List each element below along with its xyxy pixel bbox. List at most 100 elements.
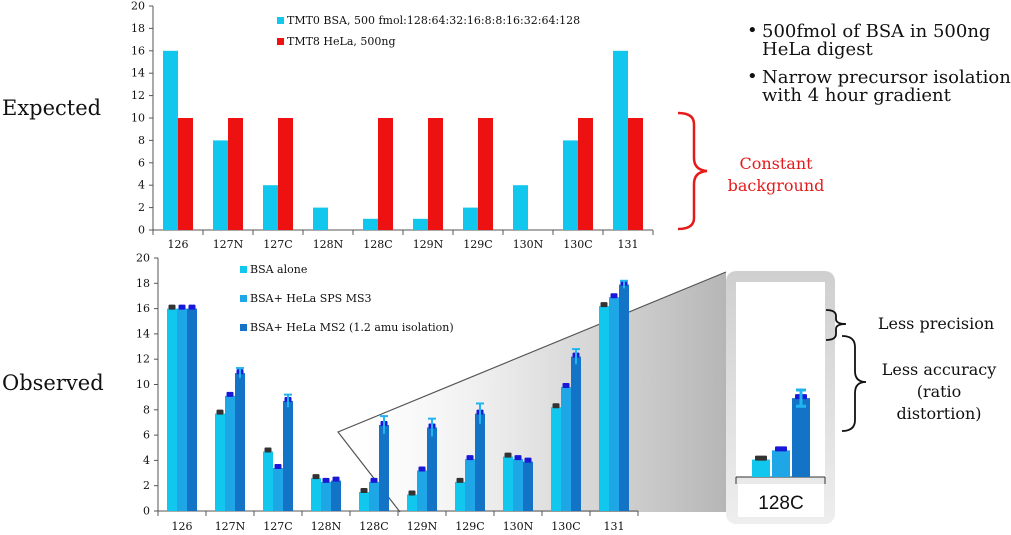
y-tick-label: 14: [131, 67, 145, 80]
bar: [331, 480, 341, 511]
legend-label: BSA alone: [250, 263, 307, 276]
bar: [578, 118, 593, 230]
bar: [465, 459, 475, 511]
y-tick-label: 18: [131, 22, 145, 35]
bar-cap: [466, 455, 474, 461]
legend-label: BSA+ HeLa MS2 (1.2 amu isolation): [250, 321, 454, 334]
bar-cap: [418, 466, 426, 472]
bullet-list: • 500fmol of BSA in 500ng HeLa digest • …: [747, 20, 1011, 106]
less-accuracy-label-line1: Less accuracy: [882, 360, 997, 379]
inset-bar-cap: [755, 455, 767, 461]
bar: [228, 118, 243, 230]
legend-swatch: [277, 17, 284, 24]
bar-cap: [332, 476, 340, 482]
less-precision-label: Less precision: [878, 314, 994, 333]
bar: [563, 140, 578, 230]
bar: [503, 456, 513, 511]
bar-cap: [216, 409, 224, 415]
less-precision-brace: [825, 309, 847, 341]
x-tick-label: 130N: [513, 238, 544, 251]
legend-swatch: [240, 266, 247, 273]
bar: [167, 308, 177, 511]
bar: [313, 207, 328, 230]
bullet-1-line2: HeLa digest: [762, 39, 873, 60]
bar-cap: [514, 455, 522, 461]
inset-label-box: [738, 484, 824, 517]
y-tick-label: 2: [138, 201, 145, 214]
inset-128C-zoom: 128C: [726, 271, 835, 524]
bar-cap: [322, 477, 330, 483]
bar: [475, 413, 485, 511]
bar: [571, 356, 581, 511]
inset-plot-area: [736, 282, 825, 477]
bar-cap: [274, 463, 282, 469]
bar: [378, 118, 393, 230]
bullet-dot: •: [747, 66, 758, 87]
bar-cap: [552, 403, 560, 409]
x-tick-label: 129N: [407, 520, 438, 533]
bar: [363, 218, 378, 230]
bar-cap: [226, 391, 234, 397]
y-tick-label: 12: [136, 353, 150, 366]
constant-background-label-line2: background: [728, 176, 825, 195]
y-tick-label: 0: [138, 224, 145, 237]
bar: [263, 451, 273, 511]
inset-bar: [792, 398, 810, 477]
bar: [278, 118, 293, 230]
x-tick-label: 126: [168, 238, 189, 251]
bar-cap: [562, 383, 570, 389]
x-tick-label: 127C: [263, 238, 292, 251]
x-tick-label: 127N: [215, 520, 246, 533]
bar: [513, 185, 528, 230]
x-tick-label: 127C: [263, 520, 292, 533]
y-tick-label: 4: [138, 179, 145, 192]
inset-bar-cap: [775, 446, 787, 452]
bullet-2-line2: with 4 hour gradient: [762, 85, 952, 106]
bar: [427, 427, 437, 511]
x-tick-label: 128N: [313, 238, 344, 251]
x-tick-label: 130C: [551, 520, 580, 533]
bar-cap: [168, 304, 176, 310]
bar: [599, 306, 609, 511]
y-tick-label: 20: [131, 0, 145, 13]
x-tick-label: 131: [618, 238, 639, 251]
bar: [455, 481, 465, 511]
bar-cap: [524, 457, 532, 463]
y-tick-label: 10: [131, 112, 145, 125]
bar: [369, 481, 379, 511]
bar-cap: [312, 474, 320, 480]
legend-label: TMT8 HeLa, 500ng: [287, 35, 396, 48]
bar: [215, 413, 225, 511]
x-tick-label: 128C: [359, 520, 388, 533]
x-tick-label: 131: [604, 520, 625, 533]
legend-swatch: [277, 38, 284, 45]
bar: [417, 470, 427, 511]
observed-label: Observed: [2, 371, 104, 395]
bar: [478, 118, 493, 230]
bar: [178, 118, 193, 230]
inset-bar: [772, 450, 790, 477]
constant-background-label-line1: Constant: [739, 154, 813, 173]
bar-cap: [504, 452, 512, 458]
x-tick-label: 128N: [311, 520, 342, 533]
x-tick-label: 127N: [213, 238, 244, 251]
y-tick-label: 8: [138, 134, 145, 147]
bar: [321, 481, 331, 511]
y-tick-label: 2: [143, 479, 150, 492]
bar: [628, 118, 643, 230]
bar: [379, 424, 389, 511]
bar: [283, 400, 293, 511]
inset-category-label: 128C: [758, 493, 803, 514]
bar: [513, 459, 523, 511]
inset-bar: [752, 459, 770, 477]
bar-cap: [360, 488, 368, 494]
y-tick-label: 6: [143, 429, 150, 442]
y-tick-label: 10: [136, 378, 150, 391]
bar: [235, 373, 245, 511]
x-tick-label: 126: [172, 520, 193, 533]
bar: [609, 297, 619, 511]
bar: [359, 492, 369, 511]
legend-label: BSA+ HeLa SPS MS3: [250, 292, 372, 305]
x-tick-label: 129C: [463, 238, 492, 251]
